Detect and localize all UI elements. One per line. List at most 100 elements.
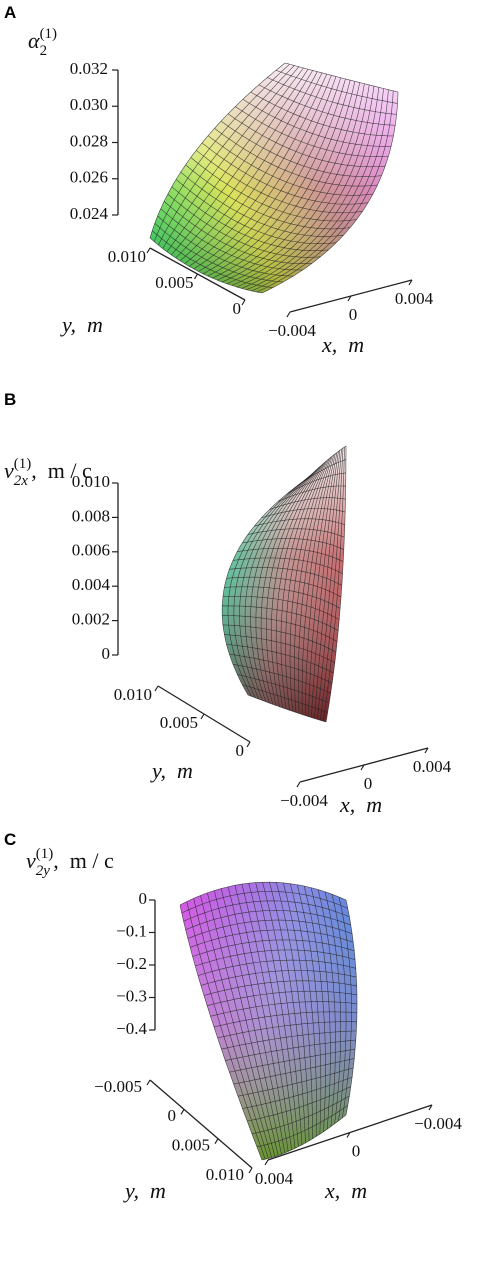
mesh-line: [314, 450, 341, 719]
z-tick-label: 0: [139, 889, 148, 908]
mesh-line: [251, 1095, 350, 1135]
x-tick-mark: [424, 747, 429, 754]
mesh-line: [251, 89, 389, 292]
mesh-line: [322, 446, 345, 722]
mesh-line: [232, 664, 331, 694]
x-axis-title: x, m: [321, 332, 364, 357]
mesh-line: [345, 899, 358, 1116]
y-tick-mark: [180, 1109, 185, 1115]
z-axis-symbol: α: [28, 28, 40, 53]
z-tick-label: 0.032: [70, 59, 108, 78]
mesh-line: [256, 1105, 348, 1148]
y-tick-mark: [246, 741, 251, 748]
y-tick-label: 0.005: [155, 273, 193, 292]
x-tick-label: 0.004: [413, 757, 452, 776]
z-tick-label: 0.028: [70, 131, 108, 150]
mesh-line: [247, 694, 327, 723]
mesh-line: [256, 90, 394, 293]
z-axis-superscript: (1): [36, 846, 54, 862]
mesh-line: [261, 91, 399, 294]
x-tick-mark: [347, 295, 352, 302]
y-tick-label: 0: [233, 299, 242, 318]
mesh-line: [324, 891, 342, 1124]
z-axis-title: α2(1): [28, 26, 57, 59]
z-axis-superscript: (1): [40, 26, 58, 42]
x-tick-label: 0: [352, 1141, 361, 1160]
y-tick-label: 0.005: [172, 1136, 210, 1155]
mesh-line: [157, 215, 294, 277]
y-tick-mark: [146, 1079, 151, 1086]
x-tick-label: −0.004: [280, 791, 328, 810]
mesh-line: [261, 1114, 347, 1161]
mesh-line: [317, 449, 342, 720]
panel-letter: B: [4, 390, 16, 409]
y-tick-label: 0.005: [160, 713, 198, 732]
mesh-line: [320, 448, 344, 721]
x-tick-mark: [360, 764, 365, 771]
z-tick-label: 0.010: [72, 472, 110, 491]
surface-shading: [222, 446, 346, 722]
x-axis-title: x, m: [324, 1178, 367, 1203]
z-tick-label: 0.030: [70, 95, 108, 114]
mesh-line: [338, 896, 352, 1119]
y-tick-label: 0.010: [108, 247, 146, 266]
mesh-line: [246, 88, 384, 290]
y-tick-mark: [146, 247, 151, 254]
x-tick-label: 0.004: [395, 289, 434, 308]
z-axis-unit: , m / c: [31, 458, 92, 483]
z-axis-subscript: 2y: [36, 863, 51, 879]
z-axis-subscript: 2x: [14, 473, 29, 489]
y-tick-mark: [241, 299, 246, 306]
mesh-line: [152, 230, 273, 288]
y-tick-mark: [214, 1138, 219, 1144]
x-tick-label: −0.004: [414, 1114, 462, 1133]
mesh-line: [242, 684, 328, 713]
panel-letter: C: [4, 830, 16, 849]
z-axis-symbol: v: [26, 848, 36, 873]
mesh-line: [237, 674, 330, 704]
y-axis-title: y, m: [123, 1178, 166, 1203]
z-tick-label: −0.2: [116, 954, 147, 973]
z-tick-label: 0.006: [72, 541, 110, 560]
mesh-line: [331, 894, 347, 1122]
z-tick-label: 0.026: [70, 168, 108, 187]
z-tick-label: −0.4: [116, 1019, 147, 1038]
x-tick-mark: [346, 1132, 351, 1138]
panel-letter: A: [4, 3, 16, 22]
y-axis-line: [149, 1079, 253, 1169]
x-tick-mark: [264, 1159, 269, 1166]
y-tick-label: −0.005: [94, 1077, 142, 1096]
x-tick-mark: [408, 279, 413, 286]
y-tick-label: 0.010: [114, 685, 152, 704]
z-axis-subscript: 2: [40, 43, 48, 59]
y-tick-mark: [200, 713, 205, 720]
surface-shading: [150, 63, 398, 293]
y-tick-mark: [193, 273, 199, 280]
mesh-line: [325, 446, 347, 723]
x-tick-label: −0.004: [268, 321, 316, 340]
y-tick-mark: [154, 685, 159, 692]
y-tick-label: 0.010: [206, 1165, 244, 1184]
z-tick-label: −0.1: [116, 921, 147, 940]
mesh-line: [149, 237, 263, 294]
z-axis-unit: , m / c: [53, 848, 114, 873]
z-tick-label: 0: [102, 644, 111, 663]
mesh-line: [241, 87, 380, 289]
z-axis-symbol: v: [4, 458, 14, 483]
x-tick-label: 0.004: [255, 1169, 294, 1188]
x-tick-label: 0: [364, 774, 373, 793]
z-axis-title: v2y(1), m / c: [26, 846, 114, 879]
z-axis-title: v2x(1), m / c: [4, 456, 92, 489]
z-axis-superscript: (1): [14, 456, 32, 472]
z-tick-label: 0.024: [70, 204, 109, 223]
x-tick-mark: [296, 781, 301, 788]
mesh-line: [154, 223, 284, 283]
y-tick-label: 0: [236, 741, 245, 760]
panel: Aα2(1) y, m x, m 0.024 0.026 0.028 0.030 0.032 0…: [4, 3, 434, 357]
z-tick-label: 0.002: [72, 610, 110, 629]
y-tick-label: 0: [168, 1106, 177, 1125]
y-axis-title: y, m: [60, 312, 103, 337]
